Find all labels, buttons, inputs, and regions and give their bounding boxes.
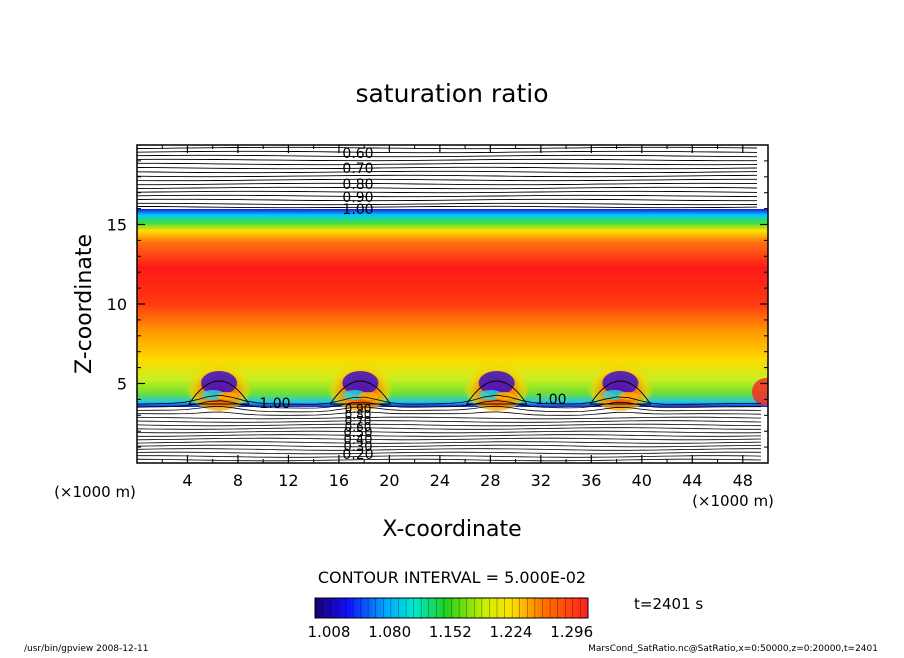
y-axis-ticks: 5 10 15 bbox=[107, 160, 768, 448]
contour-line bbox=[137, 394, 762, 405]
x-tick-label: 40 bbox=[632, 471, 652, 490]
plume-contour bbox=[465, 380, 528, 405]
contour-line bbox=[137, 178, 757, 182]
contour-line bbox=[137, 205, 758, 209]
contour-line bbox=[137, 150, 758, 154]
x-tick-label: 48 bbox=[733, 471, 753, 490]
plot-area bbox=[137, 146, 768, 462]
contour-line bbox=[137, 162, 758, 166]
x-tick-label: 28 bbox=[480, 471, 500, 490]
upper-contour-lines bbox=[137, 146, 758, 209]
colorbar-tick-label: 1.008 bbox=[308, 623, 351, 641]
x-tick-label: 4 bbox=[182, 471, 192, 490]
colorbar-frame bbox=[314, 597, 589, 619]
colorbar-tick-label: 1.296 bbox=[550, 623, 593, 641]
contour-label: 0.40 bbox=[344, 433, 373, 448]
y-tick-label: 15 bbox=[107, 216, 127, 235]
contour-labels: 0.60 0.70 0.80 0.90 1.00 1.00 1.00 0.90 … bbox=[259, 146, 566, 463]
colorbar-ticks: 1.008 1.080 1.152 1.224 1.296 bbox=[308, 623, 594, 641]
x-tick-label: 8 bbox=[233, 471, 243, 490]
contour-line bbox=[137, 174, 758, 178]
contour-line bbox=[137, 430, 762, 434]
contour-line bbox=[137, 186, 758, 190]
contour-line bbox=[137, 158, 757, 162]
contour-line bbox=[137, 437, 762, 441]
contour-line bbox=[137, 170, 758, 174]
x-tick-label: 36 bbox=[581, 471, 601, 490]
plume-edge bbox=[618, 392, 639, 400]
contour-line bbox=[137, 423, 762, 427]
colorbar-tick-label: 1.224 bbox=[490, 623, 533, 641]
x-tick-label: 44 bbox=[682, 471, 702, 490]
contour-label: 0.70 bbox=[345, 414, 372, 428]
contour-label: 0.20 bbox=[342, 447, 373, 463]
contour-label: 0.90 bbox=[342, 190, 373, 206]
x-tick-label: 24 bbox=[430, 471, 450, 490]
contour-line bbox=[137, 441, 762, 444]
contour-line bbox=[137, 166, 758, 170]
plume-core bbox=[342, 371, 379, 395]
plume-contour bbox=[188, 380, 250, 405]
contour-label: 1.00 bbox=[535, 392, 566, 408]
x-unit-label: (×1000 m) bbox=[692, 492, 774, 510]
x-axis-ticks: 4 8 12 16 20 24 28 32 36 40 44 48 bbox=[161, 145, 753, 490]
contour-line bbox=[137, 190, 758, 194]
x-tick-label: 20 bbox=[379, 471, 399, 490]
y-unit-label: (×1000 m) bbox=[54, 483, 136, 501]
y-tick-label: 5 bbox=[117, 375, 127, 394]
contour-line bbox=[137, 451, 762, 455]
x-tick-label: 12 bbox=[278, 471, 298, 490]
contour-line bbox=[137, 434, 762, 437]
contour-label: 1.00 bbox=[259, 396, 290, 412]
contour-line bbox=[137, 458, 762, 462]
contour-line bbox=[137, 405, 762, 413]
contour-line bbox=[137, 416, 762, 420]
contour-line bbox=[137, 448, 761, 451]
contour-label: 0.30 bbox=[344, 440, 373, 455]
contour-line bbox=[137, 455, 762, 458]
contour-interval-label: CONTOUR INTERVAL = 5.000E-02 bbox=[318, 568, 586, 587]
colorbar-tick-label: 1.080 bbox=[368, 623, 411, 641]
colorbar-tick-label: 1.152 bbox=[429, 623, 472, 641]
contour-label: 0.50 bbox=[344, 426, 373, 441]
contour-line bbox=[137, 400, 761, 409]
plume-group bbox=[185, 355, 768, 411]
contour-line bbox=[137, 411, 762, 416]
plume-edge bbox=[752, 378, 768, 406]
contour-line bbox=[137, 194, 758, 198]
contour-label: 0.80 bbox=[345, 408, 372, 422]
contour-label: 0.80 bbox=[342, 177, 373, 193]
lower-contour-lines bbox=[137, 394, 762, 462]
contour-line bbox=[137, 444, 762, 448]
contour-label: 0.90 bbox=[345, 402, 372, 416]
contour-line bbox=[137, 146, 758, 150]
contour-label: 1.00 bbox=[342, 202, 373, 218]
y-axis-label: Z-coordinate bbox=[72, 234, 97, 374]
plume-edge bbox=[358, 392, 379, 400]
contour-label: 0.60 bbox=[342, 146, 373, 162]
plume-core bbox=[602, 371, 639, 395]
contour-line bbox=[137, 182, 758, 186]
contour-label: 0.60 bbox=[345, 420, 372, 434]
time-label: t=2401 s bbox=[634, 595, 703, 613]
colorbar-bands bbox=[322, 598, 581, 618]
plume-core bbox=[478, 371, 515, 395]
y-tick-label: 10 bbox=[107, 295, 127, 314]
contour-line bbox=[137, 420, 762, 423]
contour-line bbox=[137, 198, 757, 202]
contour-line bbox=[137, 427, 761, 430]
plume-core bbox=[201, 371, 238, 395]
x-axis-label: X-coordinate bbox=[382, 517, 521, 542]
contour-label: 0.70 bbox=[342, 161, 373, 177]
footer-right: MarsCond_SatRatio.nc@SatRatio,x=0:50000,… bbox=[588, 644, 878, 654]
x-tick-label: 32 bbox=[531, 471, 551, 490]
chart-title: saturation ratio bbox=[355, 79, 548, 108]
footer-left: /usr/bin/gpview 2008-12-11 bbox=[24, 644, 148, 654]
contour-line bbox=[137, 154, 758, 158]
x-tick-label: 16 bbox=[329, 471, 349, 490]
contour-line bbox=[137, 202, 758, 206]
